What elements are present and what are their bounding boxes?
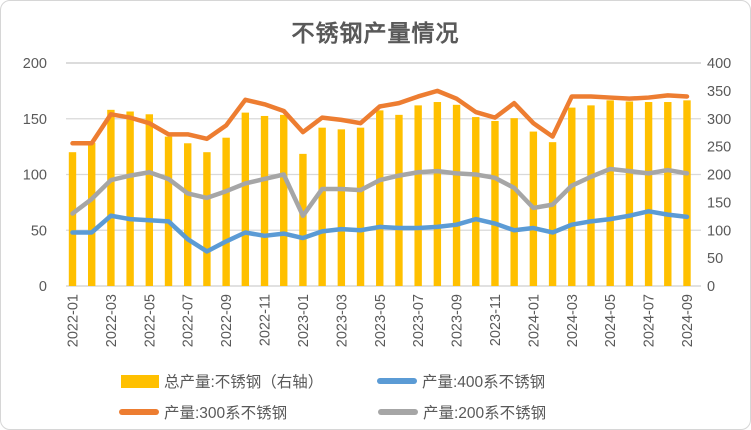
legend-swatch-300-series-line — [119, 409, 159, 415]
bar-total-production — [625, 101, 634, 286]
x-axis-tick-label: 2022-03 — [104, 294, 120, 347]
x-axis-tick-label: 2024-09 — [680, 294, 696, 347]
legend-item-200-series: 产量:200系不锈钢 — [378, 402, 546, 422]
legend-label-total-production: 总产量:不锈钢（右轴） — [164, 374, 324, 391]
x-axis-tick-label: 2023-07 — [411, 294, 427, 347]
left-axis-tick-label: 50 — [31, 223, 47, 239]
right-axis-tick-label: 200 — [707, 168, 731, 184]
bar-total-production — [491, 120, 499, 286]
bar-total-production — [260, 115, 269, 287]
right-axis-tick-label: 400 — [707, 56, 731, 72]
x-axis-tick-label: 2023-11 — [488, 294, 504, 346]
bar-total-production — [68, 152, 77, 286]
right-axis-tick-label: 150 — [707, 195, 731, 211]
x-axis-tick-label: 2023-05 — [373, 294, 389, 347]
line-400-series — [70, 209, 690, 254]
bar-total-production — [299, 153, 307, 286]
bar-total-production — [568, 107, 576, 286]
legend-swatch-400-series-line — [377, 378, 417, 384]
bar-total-production — [318, 127, 326, 286]
bar-total-production — [548, 142, 557, 286]
x-axis-tick-label: 2024-01 — [526, 294, 542, 347]
bar-total-production — [222, 137, 230, 286]
bar-total-production — [337, 129, 346, 286]
x-axis-tick-label: 2022-05 — [142, 294, 158, 347]
bar-total-production — [126, 111, 134, 286]
right-axis-tick-label: 300 — [707, 112, 731, 128]
bar-total-production — [88, 142, 96, 286]
left-axis-tick-label: 0 — [39, 279, 47, 295]
bar-total-production — [164, 136, 173, 286]
right-axis-tick-label: 0 — [707, 279, 715, 295]
x-axis-tick-label: 2022-09 — [219, 294, 235, 347]
left-axis-tick-label: 100 — [23, 168, 47, 184]
left-axis-tick-label: 200 — [23, 56, 47, 72]
bar-total-production — [145, 114, 154, 286]
bar-total-production — [587, 105, 595, 287]
bar-total-production — [452, 104, 461, 286]
legend-item-300-series: 产量:300系不锈钢 — [119, 402, 287, 422]
bar-total-production — [683, 100, 691, 286]
bar-total-production — [414, 105, 422, 287]
left-axis-tick-label: 150 — [23, 112, 47, 128]
right-axis-tick-label: 100 — [707, 223, 731, 239]
x-axis-tick-label: 2023-09 — [450, 294, 466, 347]
x-axis-tick-label: 2023-01 — [296, 294, 312, 347]
bar-total-production — [280, 114, 288, 286]
legend-label-400-series: 产量:400系不锈钢 — [422, 374, 546, 391]
legend-label-300-series: 产量:300系不锈钢 — [164, 405, 288, 422]
bar-total-production — [606, 100, 614, 286]
bar-total-production — [241, 112, 250, 287]
bar-total-production — [664, 102, 672, 287]
chart-title: 不锈钢产量情况 — [291, 20, 460, 46]
bar-total-production — [376, 110, 384, 286]
right-axis-tick-label: 350 — [707, 84, 731, 100]
bar-total-production — [107, 109, 115, 286]
right-axis-tick-label: 250 — [707, 140, 731, 156]
bar-total-production — [203, 152, 211, 286]
bar-total-production — [395, 114, 403, 286]
x-axis-tick-label: 2024-07 — [642, 294, 658, 347]
legend-swatch-200-series-line — [378, 409, 418, 415]
bar-total-production — [472, 117, 480, 286]
right-axis-tick-label: 50 — [707, 251, 723, 267]
legend-item-total-production: 总产量:不锈钢（右轴） — [121, 371, 323, 391]
bar-total-production — [644, 102, 653, 287]
legend-label-200-series: 产量:200系不锈钢 — [423, 405, 547, 422]
x-axis-tick-label: 2023-03 — [334, 294, 350, 347]
x-axis-tick-label: 2022-01 — [66, 294, 82, 347]
bar-total-production — [433, 102, 442, 287]
legend-swatch-total-production-bar — [121, 374, 159, 388]
legend-item-400-series: 产量:400系不锈钢 — [377, 371, 545, 391]
bar-total-production — [510, 118, 518, 286]
x-axis-tick-label: 2022-11 — [258, 294, 274, 346]
x-axis-tick-label: 2022-07 — [181, 294, 197, 347]
bar-total-production — [184, 143, 192, 286]
x-axis-tick-label: 2024-05 — [603, 294, 619, 347]
x-axis-tick-label: 2024-03 — [565, 294, 581, 347]
bar-total-production — [356, 127, 365, 286]
line-300-series — [70, 88, 690, 146]
line-200-series — [70, 166, 690, 219]
